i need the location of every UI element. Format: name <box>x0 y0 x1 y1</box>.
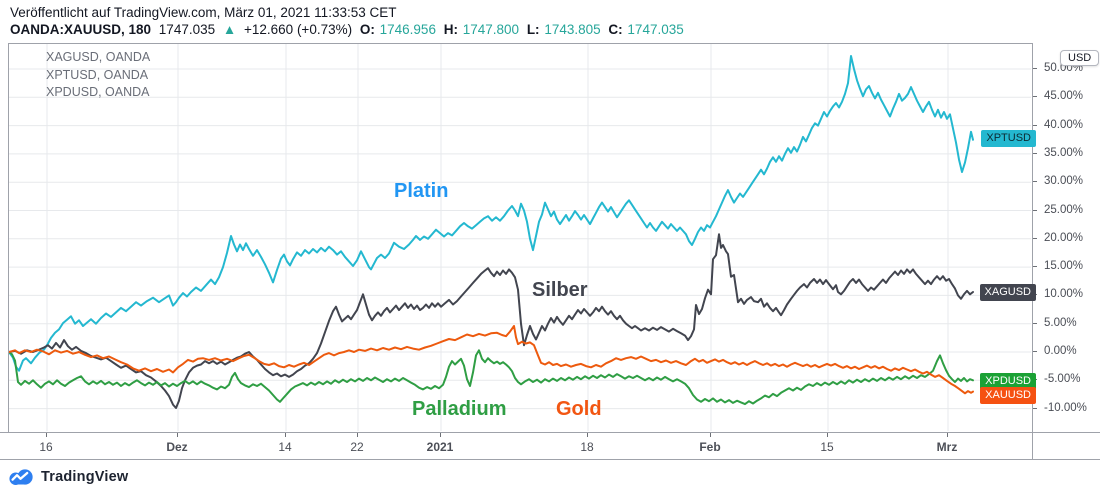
time-tick <box>285 433 286 437</box>
compare-legend: XAGUSD, OANDA XPTUSD, OANDA XPDUSD, OAND… <box>46 49 150 102</box>
published-line: Veröffentlicht auf TradingView.com, März… <box>10 5 397 20</box>
legend-item-xagusd: XAGUSD, OANDA <box>46 50 151 64</box>
price-label-xauusd: XAUUSD <box>980 387 1036 405</box>
price-label-xagusd: XAGUSD <box>979 283 1036 301</box>
chart-canvas <box>9 44 1031 431</box>
price-tick <box>1033 266 1037 268</box>
tradingview-cloud-icon <box>9 469 33 485</box>
price-label-xpdusd: XPDUSD <box>980 373 1036 391</box>
time-axis-label: 16 <box>39 440 53 454</box>
price-axis-label: 45.00% <box>1044 90 1084 103</box>
time-axis-label: Dez <box>166 440 188 454</box>
symbol-status-line: OANDA:XAUUSD, 180 1747.035 ▲ +12.660 (+0… <box>10 22 688 37</box>
last-price: 1747.035 <box>158 22 216 37</box>
price-axis[interactable]: 50.00% 45.00% 40.00% 35.00% 30.00% 25.00% 20.0… <box>1032 43 1100 460</box>
tradingview-brand-text: TradingView <box>41 469 129 485</box>
time-axis[interactable]: 16 Dez 14 22 2021 18 Feb 15 Mrz <box>0 432 1100 460</box>
series-line-xpdusd <box>9 349 974 406</box>
time-axis-label: 2021 <box>426 440 454 454</box>
time-axis-label: 15 <box>820 440 834 454</box>
series-line-xauusd <box>9 325 974 395</box>
price-axis-label: 20.00% <box>1044 231 1084 244</box>
annotation-silber: Silber <box>532 279 588 301</box>
price-axis-label: 30.00% <box>1044 175 1084 188</box>
price-tick <box>1033 237 1037 239</box>
price-axis-label: 35.00% <box>1044 146 1084 159</box>
price-axis-label: 15.00% <box>1044 260 1084 273</box>
price-axis-label: 40.00% <box>1044 118 1084 131</box>
up-arrow-icon: ▲ <box>222 22 237 37</box>
time-tick <box>710 433 711 437</box>
price-axis-label: -10.00% <box>1044 401 1087 414</box>
time-axis-label: Feb <box>699 440 721 454</box>
series-line-xagusd <box>9 233 974 409</box>
open-label: O: <box>359 22 375 37</box>
tradingview-logo[interactable]: TradingView <box>8 469 128 485</box>
annotation-gold: Gold <box>556 398 602 420</box>
symbol-name: OANDA:XAUUSD, 180 <box>10 22 152 37</box>
price-tick <box>1033 407 1037 409</box>
price-axis-label: -5.00% <box>1044 373 1081 386</box>
time-axis-label: 14 <box>278 440 292 454</box>
time-axis-label: Mrz <box>936 440 958 454</box>
time-tick <box>177 433 178 437</box>
legend-item-xpdusd: XPDUSD, OANDA <box>46 85 150 99</box>
price-tick <box>1033 96 1037 98</box>
high-value: 1747.800 <box>462 22 520 37</box>
price-tick <box>1033 322 1037 324</box>
close-label: C: <box>608 22 623 37</box>
price-tick <box>1033 152 1037 154</box>
time-tick <box>827 433 828 437</box>
legend-item-xptusd: XPTUSD, OANDA <box>46 67 149 82</box>
price-tick <box>1033 68 1037 69</box>
low-label: L: <box>526 22 540 37</box>
price-tick <box>1033 124 1037 126</box>
time-tick <box>46 433 47 437</box>
gridlines <box>9 44 1031 431</box>
series-line-xptusd <box>9 55 974 372</box>
low-value: 1743.805 <box>544 22 601 37</box>
time-tick <box>357 433 358 437</box>
time-tick <box>440 433 441 437</box>
price-tick <box>1033 181 1037 183</box>
chart-plot-area[interactable] <box>8 43 1032 432</box>
close-value: 1747.035 <box>627 22 684 37</box>
price-tick <box>1033 351 1037 352</box>
time-tick <box>587 433 588 437</box>
price-label-xptusd: XPTUSD <box>981 130 1036 148</box>
price-axis-label: 0.00% <box>1044 345 1077 357</box>
annotation-platin: Platin <box>394 180 449 202</box>
annotation-palladium: Palladium <box>412 398 507 420</box>
axis-corner-divider <box>1032 432 1033 460</box>
high-label: H: <box>443 22 458 37</box>
time-axis-label: 18 <box>580 440 594 454</box>
open-value: 1746.956 <box>379 22 436 37</box>
currency-badge: USD <box>1060 50 1100 66</box>
price-axis-label: 10.00% <box>1044 288 1084 301</box>
time-axis-label: 22 <box>350 440 364 454</box>
price-axis-label: 25.00% <box>1044 203 1084 216</box>
price-tick <box>1033 209 1037 211</box>
price-axis-label: 5.00% <box>1044 316 1077 329</box>
time-tick <box>947 433 948 437</box>
price-change: +12.660 (+0.73%) <box>244 22 353 37</box>
